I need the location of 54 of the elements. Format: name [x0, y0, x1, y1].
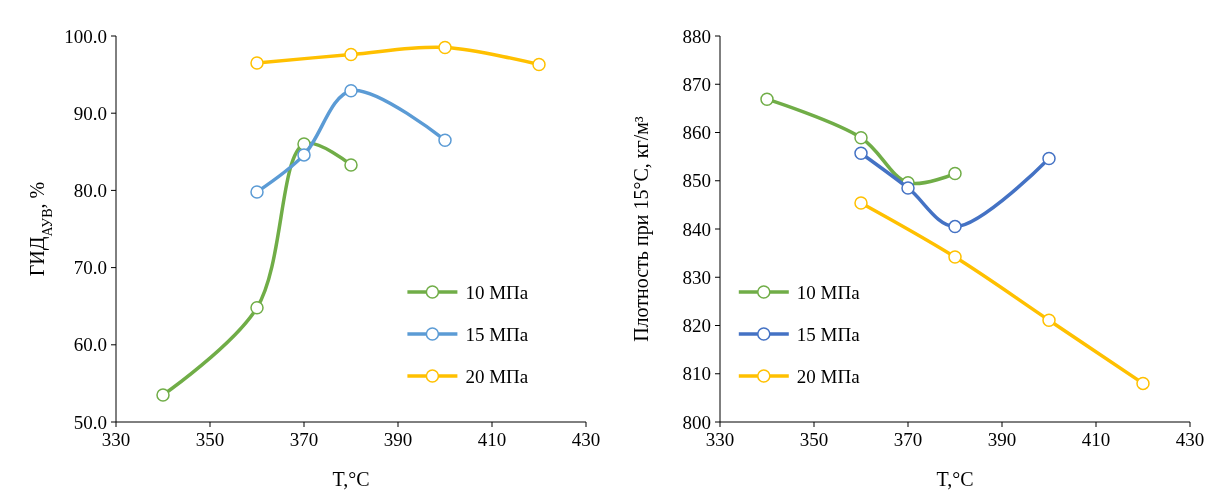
point: [297, 148, 311, 162]
y-tick-label: 850: [682, 170, 711, 192]
x-axis-title: T,°C: [332, 468, 370, 490]
point: [156, 388, 170, 402]
point: [948, 250, 962, 264]
y-tick-label: 830: [682, 266, 711, 288]
y-tick-label: 70.0: [73, 257, 107, 279]
y-tick-label: 810: [682, 363, 711, 385]
y-tick-label: 90.0: [73, 102, 107, 124]
point: [1042, 151, 1056, 166]
y-tick-label: 100.0: [64, 25, 107, 47]
x-tick-label: 370: [893, 429, 923, 450]
point: [854, 146, 868, 160]
legend-label: 20 МПа: [465, 365, 529, 387]
legend-label: 10 МПа: [465, 281, 529, 303]
y-tick-label: 860: [682, 122, 711, 144]
point: [250, 300, 264, 315]
x-axis-title: T,°C: [936, 468, 974, 490]
legend-label: 15 МПа: [796, 323, 861, 345]
point: [532, 57, 546, 72]
legend-label: 10 МПа: [796, 281, 861, 303]
point: [250, 185, 264, 199]
y-tick-label: 60.0: [73, 334, 107, 356]
y-axis-title: Плотность при 15°C, кг/м³: [630, 116, 653, 342]
y-tick-label: 80.0: [73, 180, 107, 202]
y-tick-label: 880: [682, 25, 711, 47]
point: [854, 196, 868, 210]
y-tick-label: 820: [682, 315, 711, 337]
point: [344, 158, 358, 172]
y-tick-label: 840: [682, 218, 711, 240]
point: [344, 47, 358, 62]
y-tick-label: 870: [682, 73, 711, 95]
point: [948, 166, 962, 181]
point: [760, 92, 774, 106]
point: [344, 84, 358, 98]
x-tick-label: 410: [477, 429, 507, 450]
x-tick-label: 390: [383, 429, 413, 450]
legend-label: 20 МПа: [796, 365, 861, 387]
x-tick-label: 370: [289, 429, 319, 450]
point: [948, 219, 962, 234]
point: [901, 181, 915, 195]
point: [1136, 376, 1150, 391]
point: [1042, 313, 1056, 327]
point: [438, 133, 452, 147]
x-tick-label: 390: [987, 429, 1017, 450]
legend-label: 15 МПа: [465, 323, 529, 345]
x-tick-label: 350: [799, 429, 829, 450]
x-tick-label: 410: [1081, 429, 1111, 450]
point: [438, 40, 452, 55]
x-tick-label: 430: [571, 429, 601, 450]
x-tick-label: 350: [195, 429, 225, 450]
point: [854, 131, 868, 145]
x-tick-label: 430: [1175, 429, 1205, 450]
point: [250, 56, 264, 70]
